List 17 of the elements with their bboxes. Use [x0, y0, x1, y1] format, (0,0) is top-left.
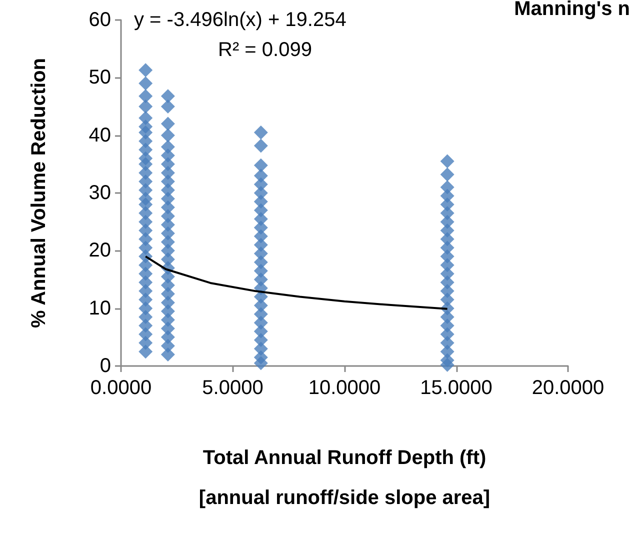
x-tick-label: 0.0000 — [90, 377, 152, 399]
y-tick-label: 20 — [88, 240, 111, 262]
x-tick-label: 15.0000 — [420, 377, 492, 399]
x-axis-title: Total Annual Runoff Depth (ft) [annual runoff/side slope area] — [198, 447, 490, 509]
y-tick-label: 40 — [88, 124, 111, 146]
x-tick-label: 5.0000 — [202, 377, 264, 399]
y-tick-label: 50 — [88, 66, 111, 89]
x-tick-label: 20.0000 — [532, 377, 604, 399]
y-tick-label: 10 — [88, 297, 111, 320]
y-tick-label: 60 — [88, 9, 111, 31]
annotation: R² = 0.099 — [218, 39, 312, 61]
y-tick-label: 0 — [100, 355, 111, 377]
y-axis-title: % Annual Volume Reduction — [28, 58, 50, 328]
annotation: y = -3.496ln(x) + 19.254 — [134, 9, 346, 31]
y-tick-label: 30 — [88, 182, 111, 204]
chart-title: Manning's n — [514, 0, 630, 20]
x-tick-label: 10.0000 — [308, 377, 381, 399]
